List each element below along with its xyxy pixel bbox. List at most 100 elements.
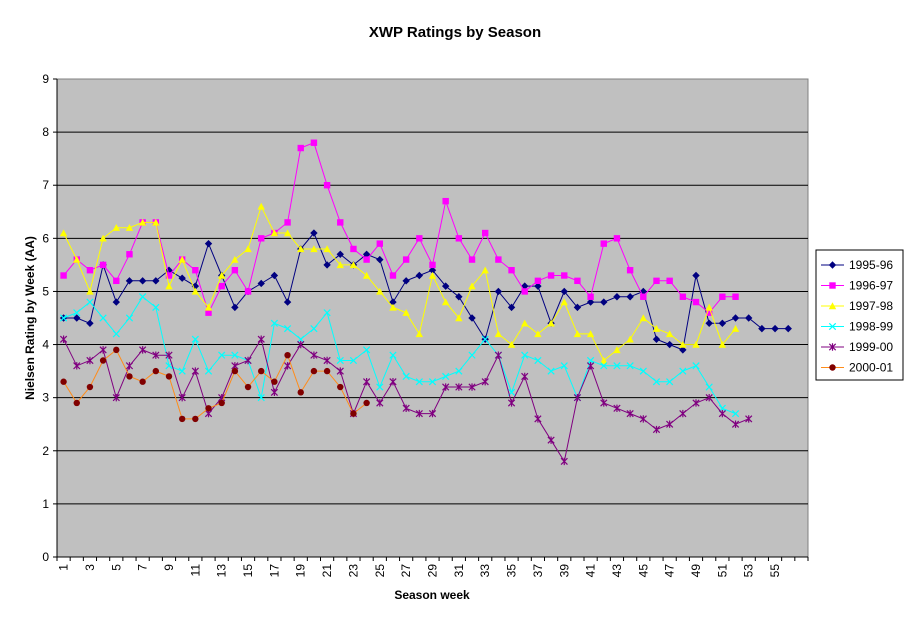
data-point (705, 393, 713, 402)
data-point (626, 362, 634, 370)
x-axis-title: Season week (394, 588, 470, 602)
data-point (362, 378, 371, 386)
data-point (521, 351, 529, 359)
data-point (258, 235, 265, 242)
data-point (586, 362, 595, 370)
data-point (521, 319, 529, 327)
data-point (204, 367, 213, 375)
data-point (653, 277, 660, 285)
data-point (231, 367, 239, 375)
data-point (573, 303, 582, 312)
data-point (547, 319, 555, 327)
x-tick-label: 1 (57, 564, 71, 571)
data-point (204, 303, 213, 311)
data-point (692, 362, 700, 370)
data-point (441, 298, 450, 306)
x-tick-label: 5 (109, 564, 123, 571)
data-point (297, 389, 304, 396)
data-point (560, 362, 568, 370)
data-point (139, 293, 147, 301)
data-point (455, 235, 463, 242)
data-point (323, 356, 331, 365)
data-point (191, 287, 200, 295)
data-point (376, 383, 384, 391)
data-point (494, 351, 503, 359)
data-point (125, 314, 134, 322)
data-point (86, 319, 94, 328)
x-tick-label: 7 (136, 564, 150, 571)
series-line (63, 205, 736, 362)
legend-entry: 1999-00 (821, 340, 893, 354)
y-tick-label: 1 (42, 497, 49, 511)
data-point (600, 356, 608, 364)
data-point (284, 219, 291, 226)
x-tick-label: 11 (188, 564, 202, 577)
data-point (600, 240, 607, 247)
series-group (59, 139, 792, 466)
data-point (125, 277, 134, 285)
data-point (257, 394, 265, 402)
data-point (415, 330, 424, 338)
data-point (402, 404, 410, 412)
x-tick-label: 47 (663, 564, 677, 578)
x-tick-label: 43 (610, 564, 624, 578)
data-point (257, 202, 265, 210)
data-point (534, 330, 542, 338)
data-point (507, 399, 516, 407)
x-axis: 1 3 5 7 9 11 13 15 17 19 21 23 25 27 29 31 33 35 37 39 41 43 4… (56, 556, 809, 578)
data-point (692, 298, 700, 306)
data-point (665, 330, 674, 338)
y-axis: 0 1 2 3 4 5 6 7 8 9 (42, 72, 58, 564)
y-tick-label: 9 (42, 72, 49, 86)
data-point (323, 182, 331, 189)
data-point (521, 288, 528, 295)
data-point (574, 277, 581, 285)
data-point (731, 314, 740, 322)
data-point (829, 364, 836, 371)
x-tick-label: 31 (452, 564, 466, 578)
data-point (428, 378, 437, 386)
series-line (63, 296, 736, 415)
data-point (191, 367, 199, 375)
data-point (626, 293, 634, 301)
legend-label: 1996-97 (849, 279, 893, 293)
x-tick-label: 39 (557, 564, 571, 578)
data-point (613, 293, 621, 301)
data-point (402, 256, 410, 263)
data-point (586, 356, 595, 365)
data-point (666, 420, 674, 428)
data-point (560, 287, 568, 296)
data-point (829, 282, 836, 289)
data-point (705, 309, 713, 316)
data-point (337, 383, 344, 391)
data-point (652, 335, 661, 343)
data-point (218, 282, 225, 290)
data-point (271, 378, 278, 385)
data-point (231, 255, 239, 263)
legend-entry: 1995-96 (821, 258, 893, 272)
data-point (363, 256, 370, 263)
x-tick-label: 15 (241, 564, 255, 578)
x-tick-label: 19 (294, 564, 308, 578)
data-point (389, 351, 397, 359)
data-point (573, 330, 582, 338)
legend-box (815, 249, 904, 381)
data-point (652, 378, 661, 386)
data-point (73, 309, 81, 317)
data-point (705, 319, 713, 328)
data-point (349, 356, 358, 365)
data-point (126, 251, 133, 258)
data-point (336, 250, 344, 258)
series-1996-97 (60, 139, 739, 316)
y-tick-label: 8 (42, 125, 49, 139)
data-point (402, 372, 410, 381)
y-tick-label: 3 (42, 391, 49, 405)
y-tick-label: 5 (42, 284, 49, 298)
data-point (495, 256, 502, 263)
series-1995-96 (59, 229, 792, 354)
data-point (428, 409, 437, 418)
data-point (112, 330, 120, 338)
legend-label: 1995-96 (849, 258, 893, 272)
data-point (705, 383, 713, 391)
data-point (389, 303, 397, 311)
